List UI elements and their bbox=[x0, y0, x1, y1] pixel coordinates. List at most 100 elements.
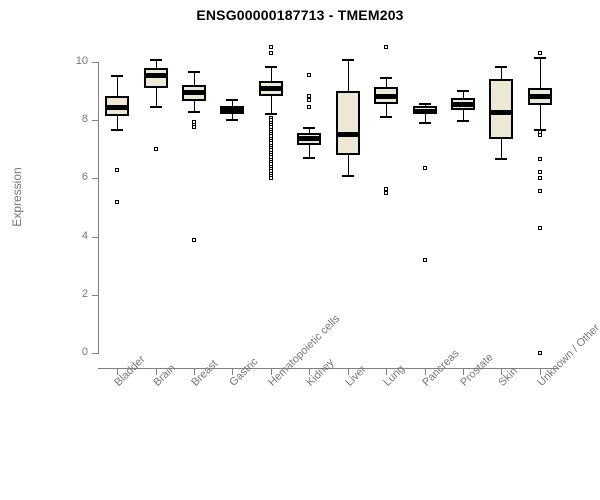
y-tick-mark bbox=[92, 120, 98, 122]
median-line bbox=[105, 105, 130, 111]
x-tick-mark bbox=[309, 369, 310, 375]
x-axis-label: Brain bbox=[150, 362, 178, 389]
outlier-point bbox=[268, 176, 273, 181]
median-line bbox=[412, 108, 437, 114]
y-tick-label: 2 bbox=[81, 287, 88, 300]
whisker-lower bbox=[463, 110, 464, 120]
whisker-cap-upper bbox=[380, 76, 393, 79]
outlier-point bbox=[307, 73, 312, 78]
whisker-lower bbox=[156, 87, 157, 106]
x-tick-mark bbox=[386, 369, 387, 375]
whisker-cap-lower bbox=[418, 121, 431, 124]
whisker-cap-upper bbox=[111, 75, 124, 78]
whisker-upper bbox=[463, 89, 464, 99]
outlier-point bbox=[537, 176, 542, 181]
whisker-upper bbox=[501, 66, 502, 80]
median-line bbox=[450, 101, 475, 107]
outlier-point bbox=[422, 166, 427, 171]
x-axis-label: Kidney bbox=[304, 356, 337, 389]
outlier-point bbox=[537, 157, 542, 162]
outlier-point bbox=[115, 167, 120, 172]
outlier-point bbox=[384, 190, 389, 195]
x-axis-label: Gastric bbox=[227, 355, 261, 389]
x-tick-mark bbox=[232, 369, 233, 375]
whisker-cap-lower bbox=[495, 158, 508, 161]
median-line bbox=[335, 132, 360, 138]
x-tick-mark bbox=[117, 369, 118, 375]
x-axis-line bbox=[98, 368, 559, 369]
outlier-point bbox=[537, 225, 542, 230]
outlier-point bbox=[307, 97, 312, 102]
median-line bbox=[527, 94, 552, 100]
whisker-cap-lower bbox=[188, 111, 201, 114]
whisker-cap-upper bbox=[533, 56, 546, 59]
chart-title: ENSG00000187713 - TMEM203 bbox=[196, 7, 404, 23]
whisker-lower bbox=[309, 144, 310, 158]
y-tick-label: 4 bbox=[81, 229, 88, 242]
y-tick-mark bbox=[92, 294, 98, 296]
whisker-upper bbox=[540, 56, 541, 89]
whisker-cap-upper bbox=[188, 71, 201, 74]
whisker-cap-lower bbox=[264, 112, 277, 115]
whisker-cap-lower bbox=[380, 115, 393, 118]
outlier-point bbox=[537, 189, 542, 194]
whisker-lower bbox=[117, 115, 118, 129]
whisker-lower bbox=[194, 101, 195, 112]
x-tick-mark bbox=[425, 369, 426, 375]
whisker-cap-upper bbox=[264, 66, 277, 69]
x-tick-mark bbox=[501, 369, 502, 375]
outlier-point bbox=[115, 199, 120, 204]
y-tick-label: 8 bbox=[81, 113, 88, 126]
whisker-cap-lower bbox=[303, 157, 316, 160]
median-line bbox=[258, 86, 283, 92]
whisker-lower bbox=[232, 113, 233, 119]
whisker-cap-lower bbox=[456, 119, 469, 122]
whisker-cap-upper bbox=[303, 126, 316, 129]
whisker-upper bbox=[194, 71, 195, 85]
outlier-point bbox=[153, 146, 158, 151]
whisker-cap-upper bbox=[495, 66, 508, 69]
y-tick-label: 6 bbox=[81, 171, 88, 184]
y-tick-mark bbox=[92, 353, 98, 354]
whisker-upper bbox=[232, 99, 233, 106]
x-tick-mark bbox=[156, 369, 157, 375]
median-line bbox=[297, 136, 322, 142]
whisker-upper bbox=[386, 76, 387, 87]
whisker-upper bbox=[271, 66, 272, 81]
median-line bbox=[143, 72, 168, 78]
whisker-cap-upper bbox=[149, 58, 162, 61]
outlier-point bbox=[537, 132, 542, 137]
x-axis-label: Bladder bbox=[112, 353, 148, 389]
y-tick-label: 10 bbox=[75, 55, 88, 67]
x-axis-label: Hematopoietic cells bbox=[266, 312, 343, 389]
whisker-cap-lower bbox=[111, 128, 124, 131]
x-tick-mark bbox=[271, 369, 272, 375]
y-axis-line bbox=[98, 62, 99, 354]
outlier-point bbox=[268, 44, 273, 49]
outlier-point bbox=[537, 51, 542, 56]
outlier-point bbox=[307, 105, 312, 110]
median-line bbox=[220, 107, 245, 113]
whisker-upper bbox=[309, 126, 310, 133]
y-tick-mark bbox=[92, 236, 98, 238]
outlier-point bbox=[192, 125, 197, 130]
x-tick-mark bbox=[540, 369, 541, 375]
outlier-point bbox=[422, 257, 427, 262]
y-tick-mark bbox=[92, 178, 98, 180]
whisker-upper bbox=[156, 58, 157, 69]
whisker-cap-lower bbox=[341, 175, 354, 178]
whisker-upper bbox=[117, 75, 118, 97]
x-tick-mark bbox=[348, 369, 349, 375]
whisker-cap-upper bbox=[226, 99, 239, 102]
whisker-cap-upper bbox=[341, 59, 354, 62]
outlier-point bbox=[268, 50, 273, 55]
whisker-lower bbox=[386, 104, 387, 116]
outlier-point bbox=[537, 169, 542, 174]
y-tick-mark bbox=[92, 62, 98, 63]
y-tick-label: 0 bbox=[81, 346, 88, 358]
box-iqr bbox=[143, 68, 168, 88]
whisker-lower bbox=[540, 105, 541, 129]
x-axis-label: Breast bbox=[189, 357, 221, 389]
x-tick-mark bbox=[194, 369, 195, 375]
